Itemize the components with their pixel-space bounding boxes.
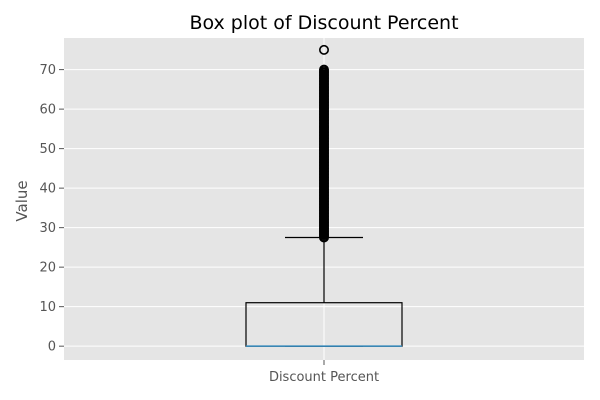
box-layer	[245, 44, 403, 347]
x-tick-label: Discount Percent	[269, 370, 379, 385]
y-tick-label: 60	[39, 103, 56, 118]
y-axis-label: Value	[13, 180, 31, 221]
tick-layer: 0 10 20 30 40 50 60 70 Discount Percent	[39, 63, 379, 385]
outlier-marker	[318, 232, 329, 243]
y-tick-label: 50	[39, 142, 56, 157]
y-tick-label: 20	[39, 261, 56, 276]
chart-title: Box plot of Discount Percent	[189, 12, 458, 34]
y-tick-label: 10	[39, 300, 56, 315]
y-tick-label: 70	[39, 63, 56, 78]
y-tick-label: 40	[39, 182, 56, 197]
y-tick-label: 30	[39, 221, 56, 236]
y-tick-label: 0	[48, 340, 56, 355]
outlier-marker	[318, 44, 329, 55]
